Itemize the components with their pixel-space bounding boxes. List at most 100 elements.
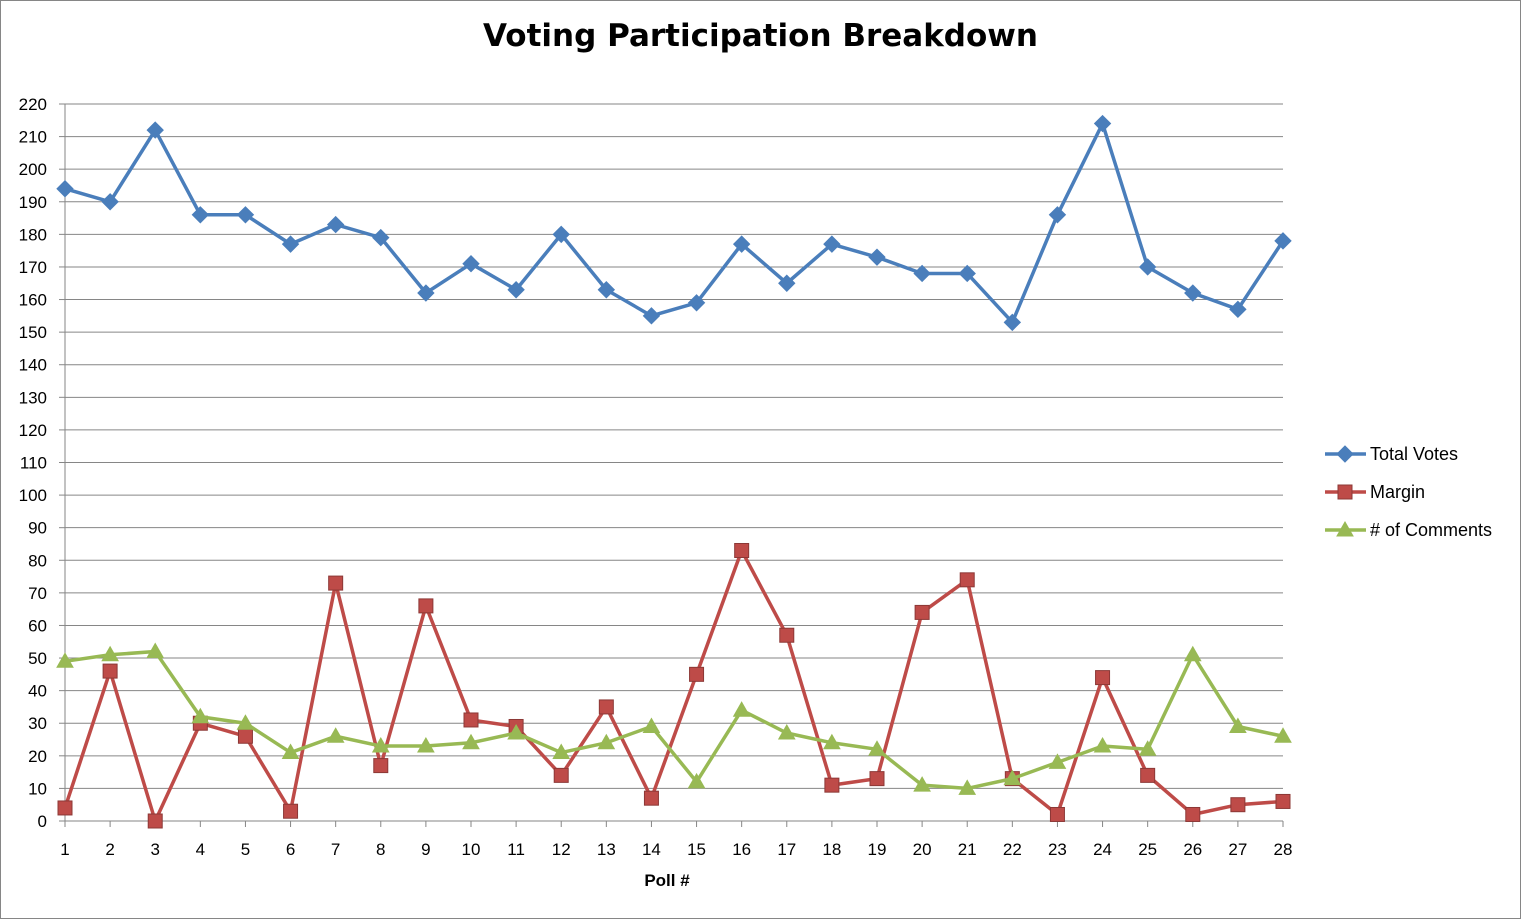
- x-tick-label: 25: [1138, 840, 1157, 859]
- x-tick-label: 27: [1228, 840, 1247, 859]
- data-point-total-votes: [191, 206, 210, 224]
- data-point-margin: [283, 803, 299, 819]
- data-point-total-votes: [56, 180, 74, 198]
- series-line-total-votes: [64, 121, 1285, 325]
- x-tick-label: 15: [687, 840, 706, 859]
- y-tick-label: 110: [20, 454, 47, 473]
- data-point-of-comments: [1093, 737, 1112, 753]
- gridlines: [65, 103, 1283, 789]
- y-tick-label: 210: [19, 128, 47, 147]
- series-line-margin: [63, 548, 1284, 823]
- legend: Total Votes Margin # of Comments: [1325, 444, 1492, 540]
- data-point-total-votes: [326, 215, 345, 234]
- data-point-of-comments: [1048, 753, 1067, 769]
- y-tick-label: 180: [19, 225, 47, 244]
- data-point-total-votes: [597, 281, 616, 299]
- data-point-margin: [553, 767, 569, 783]
- x-tick-label: 3: [150, 840, 159, 859]
- series-layer: [56, 114, 1292, 829]
- y-tick-label: 200: [19, 160, 47, 179]
- series-total-votes: [56, 114, 1292, 332]
- y-tick-label: 0: [38, 812, 47, 831]
- data-point-margin: [869, 771, 885, 787]
- data-point-of-comments: [823, 733, 841, 750]
- data-point-of-comments: [101, 645, 119, 662]
- y-axis-tick-labels: 0 10 20 30 40 50 60 70 80 90 100 110 120 130 140 150 160…: [19, 95, 47, 831]
- data-point-of-comments: [281, 743, 300, 760]
- data-point-margin: [643, 790, 659, 806]
- y-tick-label: 40: [28, 682, 47, 701]
- data-point-of-comments: [958, 779, 977, 795]
- data-point-margin: [463, 712, 479, 728]
- data-point-total-votes: [1184, 284, 1202, 302]
- data-point-total-votes: [1093, 114, 1112, 133]
- data-point-margin: [779, 627, 795, 643]
- data-point-of-comments: [1229, 717, 1247, 733]
- y-tick-label: 80: [28, 551, 47, 570]
- data-point-of-comments: [236, 714, 255, 730]
- data-point-margin: [102, 663, 118, 679]
- x-tick-label: 21: [958, 840, 977, 859]
- y-tick-label: 50: [28, 649, 47, 668]
- data-point-margin: [598, 699, 614, 715]
- x-tick-label: 14: [642, 840, 661, 859]
- y-tick-label: 30: [28, 714, 47, 733]
- legend-marker: [1336, 445, 1354, 463]
- data-point-of-comments: [462, 733, 480, 750]
- x-tick-label: 17: [777, 840, 796, 859]
- x-tick-label: 11: [507, 840, 525, 859]
- data-point-margin: [1049, 806, 1065, 822]
- series-of-comments: [56, 642, 1292, 795]
- data-point-margin: [328, 575, 344, 591]
- data-point-of-comments: [56, 652, 74, 668]
- y-tick-label: 130: [19, 388, 47, 407]
- y-tick-label: 60: [28, 616, 47, 635]
- x-tick-label: 10: [462, 840, 481, 859]
- x-tick-label: 9: [421, 840, 430, 859]
- data-point-of-comments: [1138, 740, 1157, 756]
- legend-label: Margin: [1370, 482, 1425, 502]
- x-tick-label: 19: [868, 840, 887, 859]
- legend-label: Total Votes: [1370, 444, 1458, 464]
- data-point-total-votes: [642, 307, 661, 325]
- data-point-of-comments: [1003, 769, 1022, 786]
- x-tick-label: 18: [822, 840, 841, 859]
- data-point-of-comments: [687, 772, 706, 789]
- data-point-total-votes: [281, 235, 300, 253]
- x-tick-label: 26: [1183, 840, 1202, 859]
- data-point-margin: [1140, 767, 1156, 783]
- x-tick-label: 16: [732, 840, 751, 859]
- data-point-total-votes: [507, 281, 525, 299]
- x-tick-label: 4: [196, 840, 205, 859]
- data-point-of-comments: [146, 642, 165, 659]
- data-point-total-votes: [823, 235, 841, 253]
- data-point-of-comments: [868, 740, 886, 756]
- legend-item-margin: Margin: [1325, 482, 1425, 502]
- data-point-total-votes: [101, 193, 119, 211]
- data-point-of-comments: [552, 743, 571, 760]
- data-point-total-votes: [372, 228, 390, 247]
- y-tick-label: 150: [19, 323, 47, 342]
- data-point-total-votes: [462, 254, 480, 273]
- data-point-total-votes: [417, 284, 435, 302]
- data-point-margin: [418, 598, 434, 614]
- legend-item-total-votes: Total Votes: [1325, 444, 1458, 464]
- data-point-of-comments: [191, 707, 210, 724]
- axes: [59, 103, 1284, 827]
- data-point-total-votes: [1003, 313, 1022, 332]
- x-tick-label: 23: [1048, 840, 1067, 859]
- data-point-total-votes: [868, 248, 886, 266]
- y-tick-label: 160: [19, 291, 47, 310]
- y-tick-label: 20: [28, 747, 47, 766]
- data-point-of-comments: [642, 717, 661, 733]
- data-point-total-votes: [1048, 206, 1067, 224]
- data-point-margin: [914, 604, 930, 620]
- data-point-margin: [1275, 793, 1291, 809]
- x-tick-label: 1: [60, 840, 69, 859]
- y-tick-label: 90: [28, 519, 47, 538]
- y-tick-label: 190: [19, 193, 47, 212]
- x-tick-label: 2: [105, 840, 114, 859]
- legend-marker: [1337, 484, 1353, 500]
- series-line-of-comments: [64, 649, 1284, 791]
